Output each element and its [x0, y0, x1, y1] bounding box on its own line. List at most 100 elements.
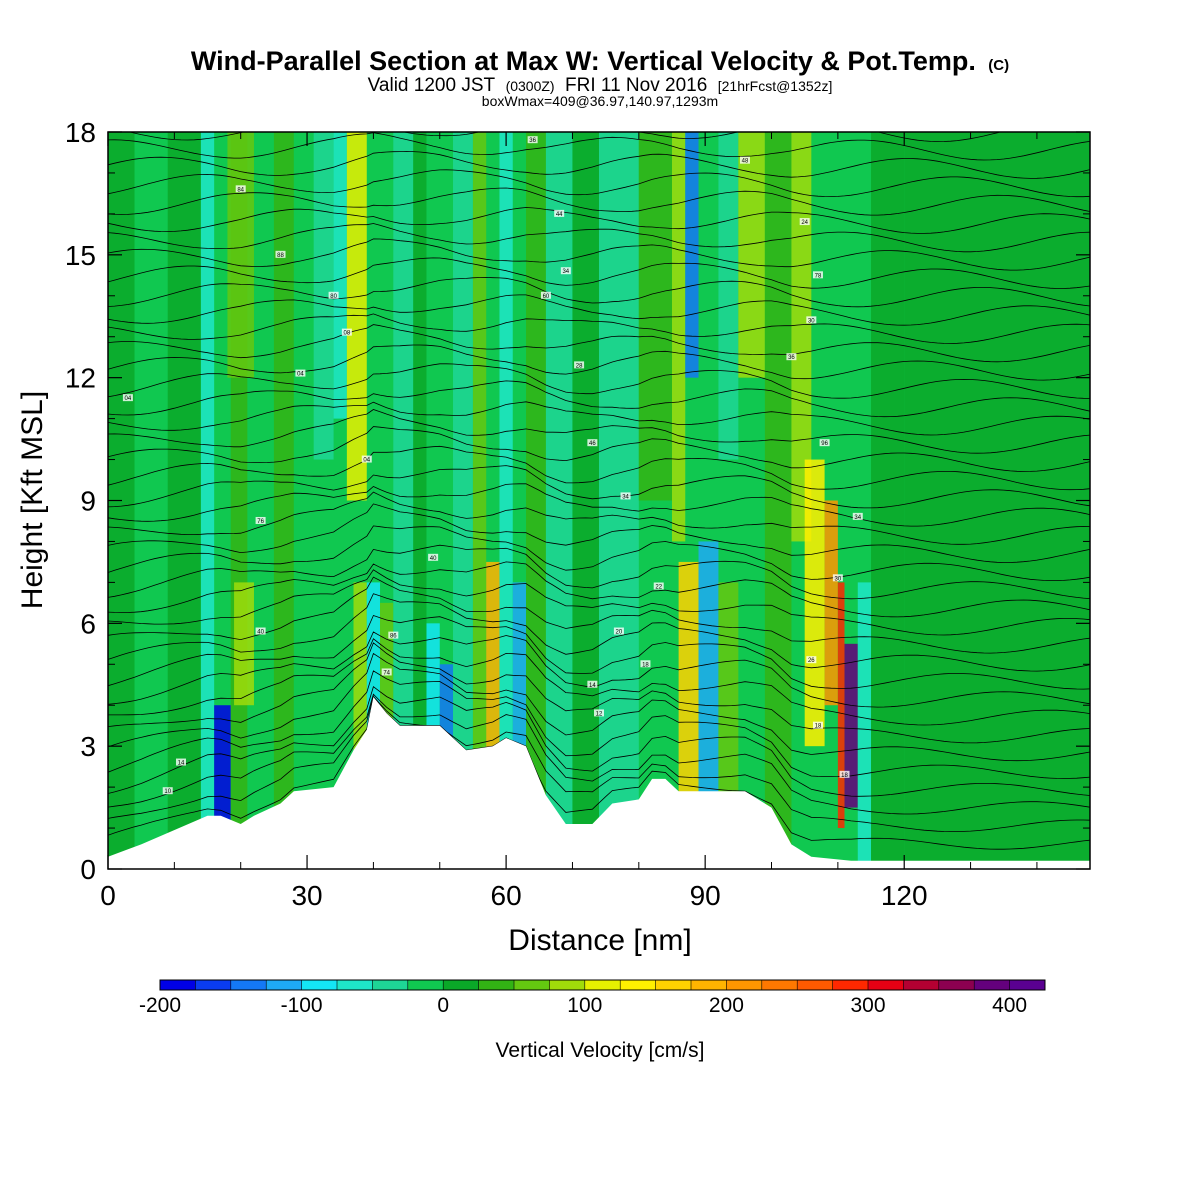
contour-label-bg — [235, 185, 246, 193]
contour-label: 44 — [556, 212, 563, 218]
contour-label: 48 — [742, 159, 749, 165]
colorbar-swatch — [549, 980, 586, 990]
contour-label-bg — [162, 787, 173, 795]
colorbar-swatch — [903, 980, 940, 990]
colorbar-swatch — [478, 980, 515, 990]
w-cell — [738, 132, 765, 378]
colorbar-swatch — [620, 980, 657, 990]
contour-label: 28 — [576, 363, 583, 369]
w-cell — [904, 132, 1090, 869]
colorbar-tick-label: 100 — [567, 994, 602, 1017]
contour-label-bg — [806, 316, 817, 324]
contour-label-bg — [819, 439, 830, 447]
contour-label-bg — [295, 369, 306, 377]
colorbar-swatch — [266, 980, 303, 990]
w-cell — [167, 132, 201, 869]
terrain — [108, 697, 1090, 869]
theta-contour — [108, 344, 1090, 381]
contour-label-bg — [175, 758, 186, 766]
w-cell — [393, 132, 414, 869]
chart-subtitle-2: boxWmax=409@36.97,140.97,1293m — [482, 93, 718, 109]
contour-label-bg — [812, 721, 823, 729]
contour-label: 34 — [854, 515, 861, 521]
colorbar-swatch — [195, 980, 232, 990]
contour-label-bg — [540, 291, 551, 299]
colorbar-swatch — [761, 980, 798, 990]
contour-label: 34 — [622, 494, 629, 500]
subtitle-utc: (0300Z) — [506, 78, 555, 94]
w-cell — [764, 132, 792, 869]
x-tick-label: 90 — [690, 880, 721, 911]
colorbar-swatch — [372, 980, 409, 990]
contour-label: 10 — [164, 789, 171, 795]
w-cell — [200, 132, 215, 869]
contour-label-bg — [361, 455, 372, 463]
colorbar-swatch — [938, 980, 975, 990]
theta-contour — [108, 525, 1090, 581]
theta-contour — [108, 652, 1090, 762]
contour-label: 78 — [815, 273, 822, 279]
theta-contour — [108, 638, 1090, 726]
colorbar-swatch — [337, 980, 373, 990]
contour-label: 76 — [257, 519, 264, 525]
contour-label: 40 — [430, 556, 437, 562]
contour-label: 40 — [257, 630, 264, 636]
colorbar-tick-label: -100 — [281, 994, 323, 1017]
theta-contour — [108, 544, 1090, 600]
contour-label: 74 — [383, 670, 390, 676]
w-cell — [844, 643, 858, 808]
contour-label-bg — [255, 627, 266, 635]
contour-label: 18 — [841, 773, 848, 779]
contour-label: 30 — [808, 318, 815, 324]
colorbar-swatch — [726, 980, 763, 990]
theta-contour — [108, 207, 1090, 234]
w-cell — [545, 132, 573, 869]
contour-label: 18 — [642, 662, 649, 668]
contour-label-bg — [527, 136, 538, 144]
colorbar-ticks: -200 -100 0 100 200 300 400 — [139, 994, 1027, 1017]
theta-contour — [108, 257, 1090, 289]
w-cell — [638, 132, 672, 501]
contour-label-bg — [328, 291, 339, 299]
contour-label-bg — [594, 709, 604, 717]
w-cell — [313, 132, 334, 460]
theta-contour — [108, 380, 1090, 418]
theta-contour — [128, 132, 1002, 143]
y-tick-label: 12 — [65, 363, 96, 394]
w-cell — [599, 132, 639, 869]
contour-label-bg — [806, 656, 817, 664]
w-cell — [671, 132, 686, 542]
contour-label: 14 — [178, 761, 185, 767]
chart-title-block: Wind-Parallel Section at Max W: Vertical… — [191, 46, 1009, 76]
w-cell — [413, 132, 427, 869]
w-cell — [718, 132, 739, 460]
theta-contour — [108, 238, 1090, 271]
theta-contour — [108, 313, 1090, 344]
contour-label-bg — [653, 582, 664, 590]
theta-contour — [108, 593, 1090, 672]
w-cell — [234, 582, 254, 706]
contour-label-bg — [640, 660, 651, 668]
colorbar-swatch — [691, 980, 727, 990]
theta-contour — [108, 576, 1090, 654]
colorbar-swatch — [514, 980, 550, 990]
w-cell — [227, 132, 254, 378]
subtitle-fcst: [21hrFcst@1352z] — [718, 78, 833, 94]
contour-label: 04 — [297, 372, 304, 378]
colorbar-tick-label: 400 — [992, 994, 1027, 1017]
contour-label-bg — [122, 394, 133, 402]
contour-label-bg — [560, 267, 571, 275]
contour-label-bg — [554, 209, 565, 217]
x-axis: 0 30 60 90 120 — [100, 132, 1038, 911]
theta-contour — [108, 696, 1090, 850]
colorbar-swatch — [868, 980, 904, 990]
colorbar — [159, 979, 1046, 991]
x-tick-label: 120 — [881, 880, 928, 911]
theta-contour — [108, 465, 1090, 509]
theta-contour — [108, 686, 1090, 797]
theta-contour — [108, 503, 1090, 563]
w-cell — [857, 582, 872, 869]
colorbar-swatch — [974, 980, 1011, 990]
